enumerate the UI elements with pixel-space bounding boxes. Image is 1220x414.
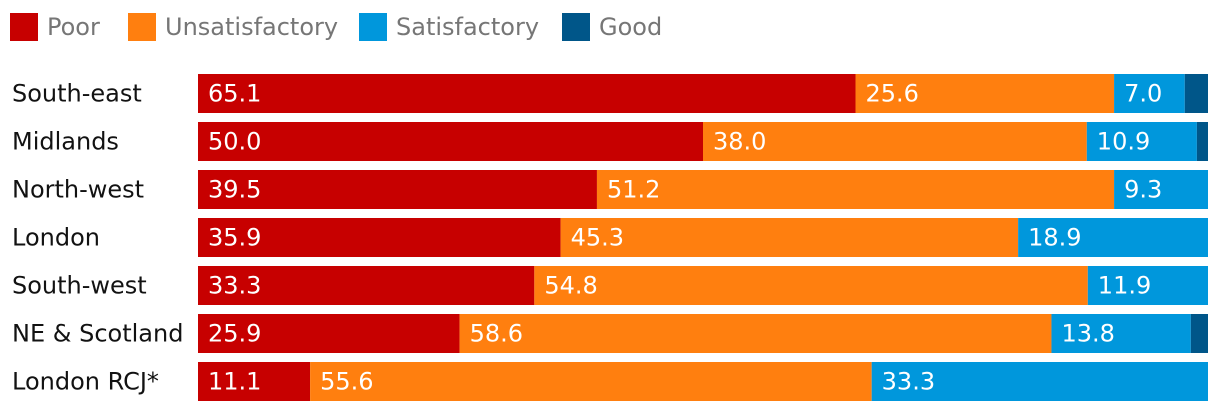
value-label-midlands-poor: 50.0: [208, 128, 261, 156]
value-label-london-unsatisfactory: 45.3: [571, 224, 624, 252]
value-label-south-west-satisfactory: 11.9: [1098, 272, 1151, 300]
bar-london-rcj-satisfactory: [871, 362, 1208, 401]
category-label-south-east: South-east: [12, 80, 142, 108]
value-label-north-west-unsatisfactory: 51.2: [607, 176, 660, 204]
legend-label-poor: Poor: [47, 13, 100, 41]
bar-ne-scotland-good: [1190, 314, 1208, 353]
legend-swatch-poor: [10, 13, 38, 41]
value-label-london-satisfactory: 18.9: [1028, 224, 1081, 252]
bar-south-east-poor: [198, 74, 856, 113]
category-label-north-west: North-west: [12, 176, 144, 204]
category-label-london-rcj: London RCJ*: [12, 368, 159, 396]
legend-swatch-good: [562, 13, 590, 41]
bar-london-rcj-unsatisfactory: [310, 362, 872, 401]
bar-midlands-unsatisfactory: [703, 122, 1087, 161]
category-label-london: London: [12, 224, 100, 252]
bar-south-west-satisfactory: [1087, 266, 1208, 305]
bar-london-rcj-poor: [198, 362, 311, 401]
value-label-south-east-unsatisfactory: 25.6: [866, 80, 919, 108]
bar-ne-scotland-poor: [198, 314, 460, 353]
bar-midlands-good: [1196, 122, 1208, 161]
value-label-london-rcj-satisfactory: 33.3: [882, 368, 935, 396]
bar-london-poor: [198, 218, 561, 257]
value-label-london-rcj-poor: 11.1: [208, 368, 261, 396]
value-label-south-east-poor: 65.1: [208, 80, 261, 108]
value-label-ne-scotland-satisfactory: 13.8: [1061, 320, 1114, 348]
value-label-london-poor: 35.9: [208, 224, 261, 252]
bar-ne-scotland-unsatisfactory: [459, 314, 1052, 353]
bar-south-west-unsatisfactory: [534, 266, 1088, 305]
bar-ne-scotland-satisfactory: [1051, 314, 1191, 353]
bar-london-unsatisfactory: [560, 218, 1019, 257]
bar-london-satisfactory: [1018, 218, 1208, 257]
value-label-south-west-poor: 33.3: [208, 272, 261, 300]
bars: [198, 74, 1208, 401]
legend: Poor Unsatisfactory Satisfactory Good: [10, 13, 662, 41]
bar-north-west-unsatisfactory: [596, 170, 1115, 209]
bar-north-west-satisfactory: [1114, 170, 1208, 209]
bar-south-east-unsatisfactory: [855, 74, 1115, 113]
value-label-ne-scotland-poor: 25.9: [208, 320, 261, 348]
value-label-midlands-unsatisfactory: 38.0: [713, 128, 766, 156]
legend-label-satisfactory: Satisfactory: [396, 13, 539, 41]
value-label-north-west-poor: 39.5: [208, 176, 261, 204]
legend-swatch-unsatisfactory: [128, 13, 156, 41]
value-label-midlands-satisfactory: 10.9: [1097, 128, 1150, 156]
category-label-south-west: South-west: [12, 272, 147, 300]
value-label-ne-scotland-unsatisfactory: 58.6: [470, 320, 523, 348]
category-label-midlands: Midlands: [12, 128, 119, 156]
legend-label-good: Good: [599, 13, 662, 41]
bar-midlands-poor: [198, 122, 703, 161]
bar-south-east-satisfactory: [1114, 74, 1185, 113]
legend-label-unsatisfactory: Unsatisfactory: [165, 13, 338, 41]
bar-south-east-good: [1184, 74, 1208, 113]
value-label-south-west-unsatisfactory: 54.8: [544, 272, 597, 300]
value-label-london-rcj-unsatisfactory: 55.6: [320, 368, 373, 396]
value-label-south-east-satisfactory: 7.0: [1124, 80, 1162, 108]
legend-swatch-satisfactory: [359, 13, 387, 41]
bar-midlands-satisfactory: [1086, 122, 1197, 161]
category-labels: South-east Midlands North-west London South-…: [12, 80, 183, 396]
bar-north-west-poor: [198, 170, 597, 209]
value-label-north-west-satisfactory: 9.3: [1124, 176, 1162, 204]
category-label-ne-scotland: NE & Scotland: [12, 320, 183, 348]
value-labels: 65.1 25.6 7.0 50.0 38.0 10.9 39.5 51.2 9.3 35.9 45…: [208, 80, 1162, 396]
bar-south-west-poor: [198, 266, 535, 305]
